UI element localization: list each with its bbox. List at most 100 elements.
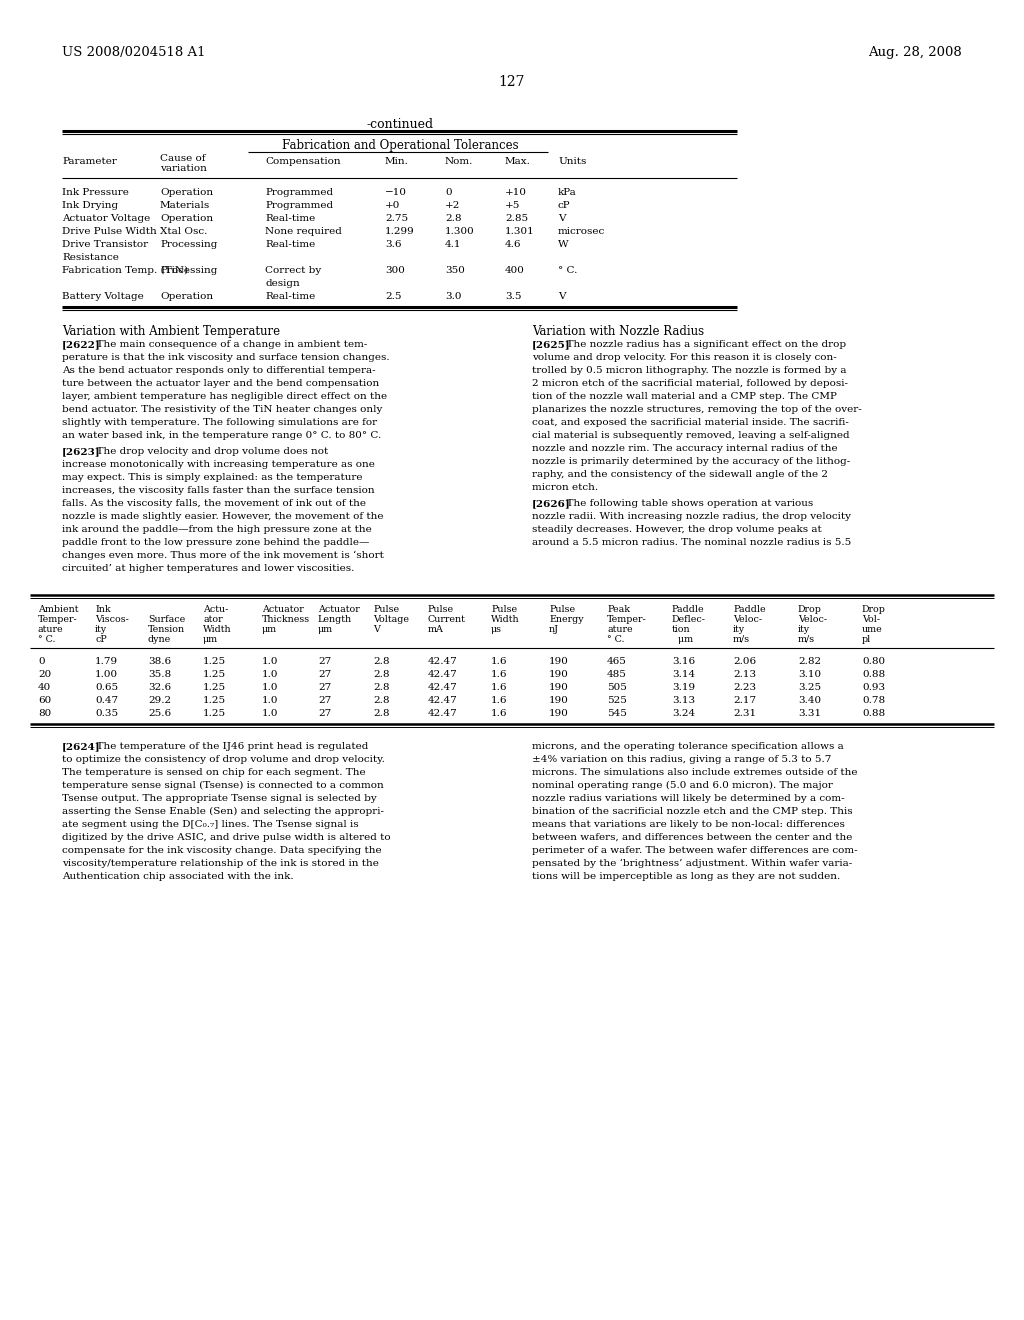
Text: kPa: kPa: [558, 187, 577, 197]
Text: +2: +2: [445, 201, 461, 210]
Text: [2626]: [2626]: [532, 499, 570, 508]
Text: Drop: Drop: [862, 605, 886, 614]
Text: between wafers, and differences between the center and the: between wafers, and differences between …: [532, 833, 852, 842]
Text: ink around the paddle—from the high pressure zone at the: ink around the paddle—from the high pres…: [62, 525, 372, 535]
Text: 60: 60: [38, 696, 51, 705]
Text: 1.25: 1.25: [203, 709, 226, 718]
Text: W: W: [558, 240, 568, 249]
Text: 3.31: 3.31: [798, 709, 821, 718]
Text: 190: 190: [549, 657, 569, 667]
Text: 1.6: 1.6: [490, 696, 508, 705]
Text: cP: cP: [558, 201, 570, 210]
Text: 3.5: 3.5: [505, 292, 521, 301]
Text: 20: 20: [38, 671, 51, 678]
Text: The temperature is sensed on chip for each segment. The: The temperature is sensed on chip for ea…: [62, 768, 366, 777]
Text: asserting the Sense Enable (Sen) and selecting the appropri-: asserting the Sense Enable (Sen) and sel…: [62, 807, 384, 816]
Text: Operation: Operation: [160, 214, 213, 223]
Text: Surface: Surface: [148, 615, 185, 624]
Text: 42.47: 42.47: [428, 671, 458, 678]
Text: changes even more. Thus more of the ink movement is ‘short: changes even more. Thus more of the ink …: [62, 550, 384, 560]
Text: 1.0: 1.0: [262, 671, 279, 678]
Text: Energy: Energy: [549, 615, 584, 624]
Text: compensate for the ink viscosity change. Data specifying the: compensate for the ink viscosity change.…: [62, 846, 382, 855]
Text: may expect. This is simply explained: as the temperature: may expect. This is simply explained: as…: [62, 473, 362, 482]
Text: The nozzle radius has a significant effect on the drop: The nozzle radius has a significant effe…: [560, 341, 846, 348]
Text: to optimize the consistency of drop volume and drop velocity.: to optimize the consistency of drop volu…: [62, 755, 385, 764]
Text: perature is that the ink viscosity and surface tension changes.: perature is that the ink viscosity and s…: [62, 352, 389, 362]
Text: 4.6: 4.6: [505, 240, 521, 249]
Text: 190: 190: [549, 671, 569, 678]
Text: ate segment using the D[C₀.₇] lines. The Tsense signal is: ate segment using the D[C₀.₇] lines. The…: [62, 820, 358, 829]
Text: layer, ambient temperature has negligible direct effect on the: layer, ambient temperature has negligibl…: [62, 392, 387, 401]
Text: 42.47: 42.47: [428, 696, 458, 705]
Text: 350: 350: [445, 267, 465, 275]
Text: falls. As the viscosity falls, the movement of ink out of the: falls. As the viscosity falls, the movem…: [62, 499, 366, 508]
Text: None required: None required: [265, 227, 342, 236]
Text: Drop: Drop: [798, 605, 822, 614]
Text: Drive Transistor: Drive Transistor: [62, 240, 148, 249]
Text: microns, and the operating tolerance specification allows a: microns, and the operating tolerance spe…: [532, 742, 844, 751]
Text: slightly with temperature. The following simulations are for: slightly with temperature. The following…: [62, 418, 377, 426]
Text: 1.0: 1.0: [262, 696, 279, 705]
Text: circuited’ at higher temperatures and lower viscosities.: circuited’ at higher temperatures and lo…: [62, 564, 354, 573]
Text: Aug. 28, 2008: Aug. 28, 2008: [868, 46, 962, 59]
Text: nozzle radius variations will likely be determined by a com-: nozzle radius variations will likely be …: [532, 795, 845, 803]
Text: −10: −10: [385, 187, 407, 197]
Text: 0.35: 0.35: [95, 709, 118, 718]
Text: 3.25: 3.25: [798, 682, 821, 692]
Text: Compensation: Compensation: [265, 157, 341, 166]
Text: Tension: Tension: [148, 624, 185, 634]
Text: 190: 190: [549, 696, 569, 705]
Text: tion of the nozzle wall material and a CMP step. The CMP: tion of the nozzle wall material and a C…: [532, 392, 837, 401]
Text: Pulse: Pulse: [373, 605, 399, 614]
Text: The temperature of the IJ46 print head is regulated: The temperature of the IJ46 print head i…: [90, 742, 369, 751]
Text: Pulse: Pulse: [490, 605, 517, 614]
Text: 40: 40: [38, 682, 51, 692]
Text: 3.14: 3.14: [672, 671, 695, 678]
Text: bination of the sacrificial nozzle etch and the CMP step. This: bination of the sacrificial nozzle etch …: [532, 807, 853, 816]
Text: nozzle and nozzle rim. The accuracy internal radius of the: nozzle and nozzle rim. The accuracy inte…: [532, 444, 838, 453]
Text: 3.13: 3.13: [672, 696, 695, 705]
Text: Materials: Materials: [160, 201, 210, 210]
Text: 35.8: 35.8: [148, 671, 171, 678]
Text: 1.25: 1.25: [203, 696, 226, 705]
Text: cial material is subsequently removed, leaving a self-aligned: cial material is subsequently removed, l…: [532, 432, 850, 440]
Text: ume: ume: [862, 624, 883, 634]
Text: volume and drop velocity. For this reason it is closely con-: volume and drop velocity. For this reaso…: [532, 352, 837, 362]
Text: m/s: m/s: [733, 635, 751, 644]
Text: Nom.: Nom.: [445, 157, 473, 166]
Text: ator: ator: [203, 615, 222, 624]
Text: Operation: Operation: [160, 292, 213, 301]
Text: Cause of: Cause of: [160, 154, 206, 162]
Text: nozzle is made slightly easier. However, the movement of the: nozzle is made slightly easier. However,…: [62, 512, 384, 521]
Text: 2.8: 2.8: [373, 671, 389, 678]
Text: 1.25: 1.25: [203, 657, 226, 667]
Text: raphy, and the consistency of the sidewall angle of the 2: raphy, and the consistency of the sidewa…: [532, 470, 828, 479]
Text: 42.47: 42.47: [428, 709, 458, 718]
Text: [2623]: [2623]: [62, 447, 100, 455]
Text: Fabrication and Operational Tolerances: Fabrication and Operational Tolerances: [282, 139, 518, 152]
Text: 27: 27: [318, 709, 331, 718]
Text: mA: mA: [428, 624, 443, 634]
Text: 545: 545: [607, 709, 627, 718]
Text: V: V: [373, 624, 380, 634]
Text: 400: 400: [505, 267, 525, 275]
Text: 32.6: 32.6: [148, 682, 171, 692]
Text: 29.2: 29.2: [148, 696, 171, 705]
Text: Processing: Processing: [160, 267, 217, 275]
Text: 3.40: 3.40: [798, 696, 821, 705]
Text: 1.0: 1.0: [262, 709, 279, 718]
Text: Paddle: Paddle: [733, 605, 766, 614]
Text: nozzle radii. With increasing nozzle radius, the drop velocity: nozzle radii. With increasing nozzle rad…: [532, 512, 851, 521]
Text: Max.: Max.: [505, 157, 530, 166]
Text: Actuator Voltage: Actuator Voltage: [62, 214, 151, 223]
Text: Length: Length: [318, 615, 352, 624]
Text: 485: 485: [607, 671, 627, 678]
Text: 2.23: 2.23: [733, 682, 756, 692]
Text: Processing: Processing: [160, 240, 217, 249]
Text: US 2008/0204518 A1: US 2008/0204518 A1: [62, 46, 206, 59]
Text: nominal operating range (5.0 and 6.0 micron). The major: nominal operating range (5.0 and 6.0 mic…: [532, 781, 833, 791]
Text: 1.6: 1.6: [490, 657, 508, 667]
Text: Actuator: Actuator: [262, 605, 304, 614]
Text: μm: μm: [203, 635, 218, 644]
